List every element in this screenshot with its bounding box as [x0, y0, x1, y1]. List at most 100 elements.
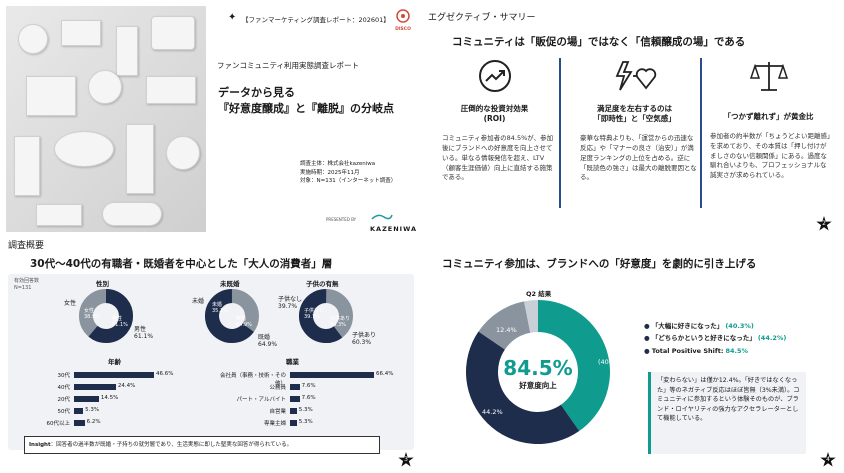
bar-label: 20代 [57, 397, 71, 403]
married-title: 未既婚 [220, 280, 240, 288]
column-heading: 満足度を左右するのは 「即時性」と「空気感」 [593, 104, 676, 124]
favor-donut-chart [466, 300, 610, 444]
pie-slice [538, 300, 610, 432]
survey-overview-slide: 調査概要 30代〜40代の有職者・既婚者を中心とした「大人の消費者」層 有効回答… [0, 236, 422, 473]
favorability-slide: コミュニティ参加は、ブランドへの「好意度」を劇的に引き上げる Q2 結果 84.… [422, 236, 844, 473]
slice-label-gray: 12.4% [496, 326, 517, 334]
bar-value: 5.3% [298, 419, 313, 425]
bar-value: 6.2% [86, 419, 101, 425]
bar-label: 会社員（事務・技術・その他） [219, 373, 286, 387]
bar-value: 5.3% [85, 407, 100, 413]
presented-by-label: PRESENTED BY [326, 217, 357, 222]
bar-label: 専業主婦 [263, 421, 286, 427]
bar [74, 372, 154, 378]
slice-label-teal: (40.3%) [598, 358, 624, 366]
summary-column-roi: 圧倒的な投資対効果 (ROI) コミュニティ参加者の84.5%が、参加後にブランド… [432, 58, 557, 183]
favor-note: 「変わらない」は僅か12.4%。「好きではなくなった」等のネガティブ反応はほぼ皆… [648, 372, 806, 454]
children-title: 子供の有無 [306, 280, 339, 288]
cover-image [6, 6, 206, 232]
overview-headline: 30代〜40代の有職者・既婚者を中心とした「大人の消費者」層 [30, 258, 333, 270]
bar [74, 384, 116, 390]
married-single-inner: 未婚 35.1% [212, 302, 228, 314]
married-married-label: 既婚 64.9% [258, 334, 278, 349]
bar-label: 60代以上 [46, 421, 71, 427]
summary-column-distance: 「つかず離れず」が黄金比 参加者の約半数が「ちょうどよい距離感」を求めており、そ… [706, 58, 831, 181]
column-divider [559, 58, 561, 208]
bar [290, 408, 297, 414]
scale-icon [706, 58, 831, 98]
bar-value: 66.4% [376, 371, 394, 377]
bar-label: 公務員 [269, 385, 286, 391]
chart-title: Q2 結果 [526, 290, 552, 298]
cover-title-line2: 『好意度醸成』と『離脱』の分岐点 [218, 102, 394, 115]
bar-value: 14.5% [100, 395, 119, 401]
bar-value: 46.6% [156, 371, 174, 377]
page-badge: 3 [398, 452, 414, 467]
cover-subtitle: ファンコミュニティ利用実態調査レポート [217, 61, 360, 70]
exec-headline: コミュニティは「販促の場」ではなく「信頼醸成の場」である [452, 36, 746, 48]
married-married-inner: 既婚 64.9% [236, 316, 252, 328]
bar [74, 408, 84, 414]
pie-slice [478, 301, 531, 350]
cover-meta: 調査主体：株式会社kazeniwa 実施時期：2025年11月 対象：N=131… [300, 161, 397, 185]
gender-male-label: 男性 61.1% [134, 326, 154, 341]
gender-male-inner: 男性 61.1% [112, 316, 128, 328]
disco-logo: DISCO [394, 8, 412, 32]
column-divider [700, 58, 702, 208]
pie-slice [524, 300, 538, 333]
legend-item: ● 「大幅に好きになった」 (40.3%) [644, 322, 754, 330]
children-none-label: 子供なし 39.7% [278, 296, 303, 311]
favor-legend: ● 「大幅に好きになった」 (40.3%) ● 「どちらかというと好きになった」… [644, 320, 786, 357]
report-tag: 【ファンマーケティング調査レポート：202601】 [242, 16, 390, 24]
bar-value: 7.6% [301, 395, 316, 401]
children-has-label: 子供あり 60.3% [352, 332, 377, 347]
section-label: エグゼクティブ・サマリー [428, 13, 536, 23]
bar-label: 50代 [57, 409, 71, 415]
slice-label-navy: 44.2% [482, 408, 503, 416]
summary-column-satisfaction: 満足度を左右するのは 「即時性」と「空気感」 豪華な特典よりも、「運営からの迅速な… [572, 58, 697, 183]
bar [74, 396, 99, 402]
bar-label: パート・アルバイト [236, 397, 286, 403]
married-donut [205, 289, 259, 343]
bar-label: 30代 [57, 373, 71, 379]
chart-up-icon [432, 58, 557, 98]
bar [74, 420, 85, 426]
bar [290, 384, 300, 390]
pie-slice [466, 331, 580, 444]
column-body: 参加者の約半数が「ちょうどよい距離感」を求めており、その本質は「押し付けがましさ… [710, 132, 831, 180]
bar-label: 40代 [57, 385, 71, 391]
column-heading: 圧倒的な投資対効果 (ROI) [460, 104, 529, 124]
job-title: 職業 [286, 358, 299, 366]
legend-item: ● Total Positive Shift: 84.5% [644, 346, 749, 355]
column-body: コミュニティ参加者の84.5%が、参加後にブランドへの好意度を向上させている。単… [442, 134, 554, 182]
cover-slide: ✦ 【ファンマーケティング調査レポート：202601】 DISCO ファンコミュ… [0, 0, 422, 236]
legend-item: ● 「どちらかというと好きになった」 (44.2%) [644, 334, 787, 343]
children-has-inner: 子供あり 60.3% [330, 316, 351, 328]
children-none-inner: 子供なし 39.7% [304, 308, 325, 320]
gender-female-label: 女性 [64, 300, 77, 307]
bar [290, 396, 300, 402]
executive-summary-slide: エグゼクティブ・サマリー コミュニティは「販促の場」ではなく「信頼醸成の場」であ… [422, 0, 844, 236]
married-single-label: 未婚 [192, 298, 205, 305]
kazeniwa-logo: KAZENIWA [370, 206, 420, 233]
cover-title-line1: データから見る [218, 86, 295, 99]
insight-box: Insight：回答者の過半数が既婚・子持ちの就労層であり、生活実態に即した堅実… [24, 436, 380, 454]
age-title: 年齢 [108, 358, 121, 366]
response-count: 有効回答数 N=131 [14, 278, 40, 291]
favor-headline: コミュニティ参加は、ブランドへの「好意度」を劇的に引き上げる [442, 258, 757, 270]
donut-center: 84.5% 好意度向上 [503, 356, 573, 390]
page-badge: 4 [820, 452, 836, 467]
gender-donut [79, 289, 133, 343]
column-body: 豪華な特典よりも、「運営からの迅速な反応」や「マナーの良さ（治安）」が満足度ラン… [580, 134, 697, 182]
bar-label: 自営業 [269, 409, 286, 415]
page-badge: 2 [816, 216, 832, 231]
section-label: 調査概要 [8, 241, 45, 251]
column-heading: 「つかず離れず」が黄金比 [723, 112, 814, 121]
bar [290, 372, 374, 378]
gender-female-inner: 女性 38.9% [84, 308, 100, 320]
bar [290, 420, 297, 426]
bar-value: 5.3% [298, 407, 313, 413]
bolt-heart-icon [572, 58, 697, 98]
bar-value: 7.6% [301, 383, 316, 389]
children-donut [299, 289, 353, 343]
